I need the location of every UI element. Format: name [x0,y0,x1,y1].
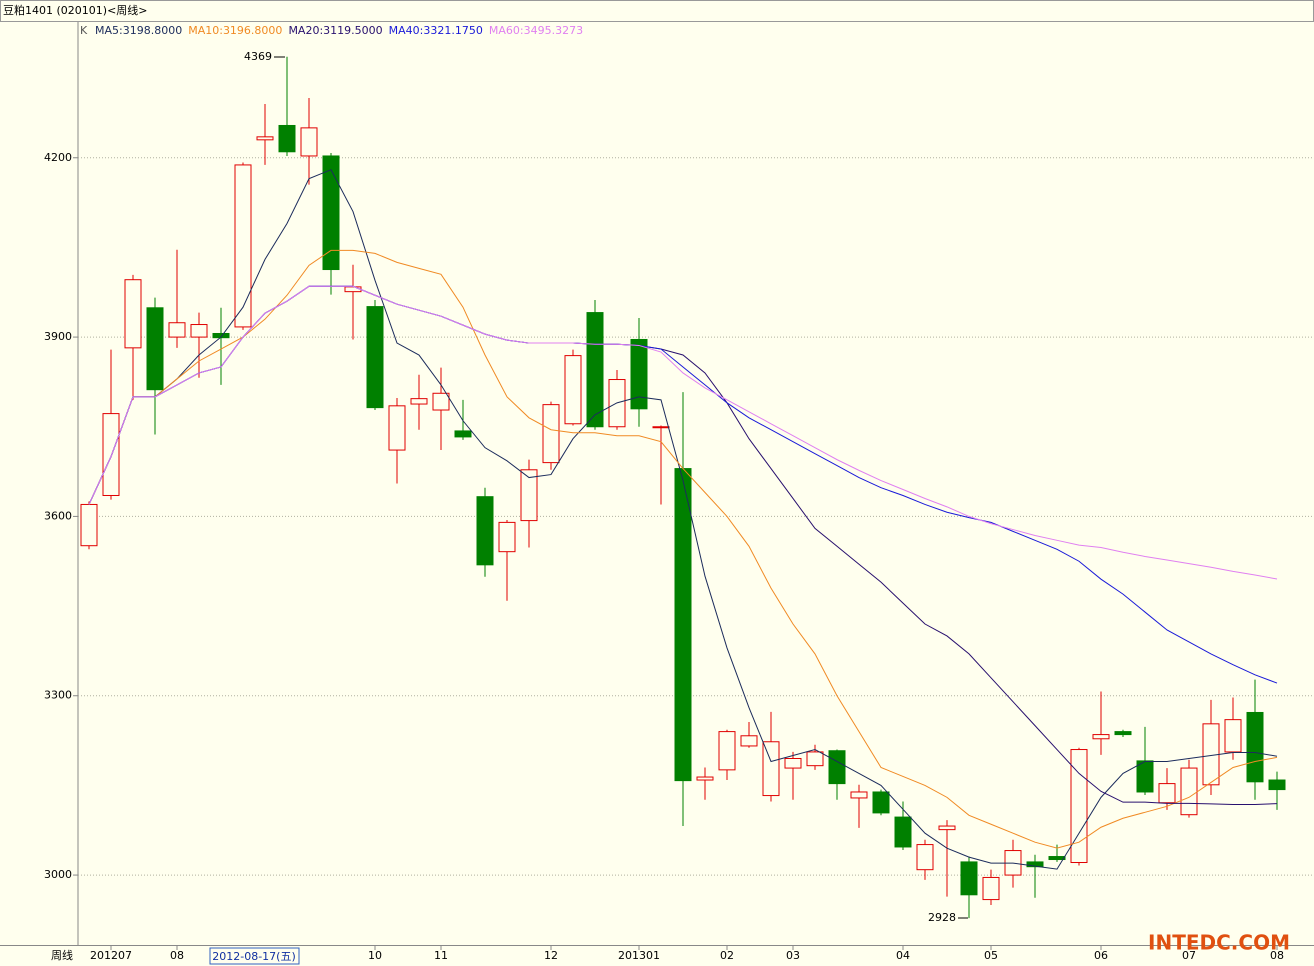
legend-entry: MA20:3119.5000 [288,24,382,37]
x-axis-label: 周线 [51,948,73,962]
legend-entry: MA10:3196.8000 [188,24,282,37]
x-tick-label: 10 [368,949,382,962]
x-tick-label: 04 [896,949,910,962]
candle-body [784,758,802,769]
x-tick-label: 201207 [90,949,132,962]
title-bar [0,0,1314,22]
high-annotation: 4369 [244,50,272,63]
candle-body [718,731,736,771]
candle-body [124,279,142,349]
candle-body [1048,856,1066,861]
x-tick-label: 02 [720,949,734,962]
cursor-box [209,947,300,965]
x-tick-label: 03 [786,949,800,962]
candle-body [1136,760,1154,793]
candle-body [696,776,714,781]
x-tick-label: 11 [434,949,448,962]
candle-body [146,307,164,391]
candle-body [344,286,362,293]
x-tick-label: 05 [984,949,998,962]
low-annotation: 2928 [928,911,956,924]
candle-body [1180,767,1198,816]
ma-line [88,249,1278,849]
legend-entry: MA5:3198.8000 [95,24,182,37]
candle-body [520,469,538,522]
candle-body [630,338,648,410]
x-tick-label: 07 [1182,949,1196,962]
candle-body [740,735,758,747]
x-tick-label: 08 [1270,949,1284,962]
ma-line [88,285,1278,580]
candle-body [190,324,208,338]
watermark: INTEDC.COM [1148,931,1290,955]
candle-body [476,496,494,566]
x-tick-label: 08 [170,949,184,962]
candle-body [1114,731,1132,736]
candle-body [872,791,890,814]
candle-body [234,164,252,328]
candle-body [1268,779,1286,791]
legend-entry: MA60:3495.3273 [489,24,583,37]
candle-body [80,503,98,547]
candle-body [256,136,274,141]
candle-body [1224,719,1242,753]
candle-body [916,844,934,871]
candle-body [1026,861,1044,868]
candle-body [432,392,450,411]
candle-body [102,413,120,496]
candle-body [762,741,780,797]
y-tick-label: 3900 [44,330,72,343]
legend-entry: MA40:3321.1750 [389,24,483,37]
x-tick-label: 201301 [618,949,660,962]
candle-body [828,750,846,785]
candle-body [366,306,384,409]
candle-body [498,521,516,553]
candle-body [1158,783,1176,804]
y-tick-label: 3300 [44,689,72,702]
candle-body [894,816,912,848]
window-title: 豆粕1401 (020101)<周线> [3,3,148,17]
candle-body [300,127,318,157]
candle-body [1070,749,1088,864]
candle-body [938,825,956,831]
candle-body [850,791,868,799]
candle-body [960,861,978,896]
candle-body [454,430,472,438]
candle-body [388,405,406,451]
candle-body [322,155,340,271]
candle-body [168,322,186,338]
candle-body [652,426,670,429]
y-tick-label: 3600 [44,509,72,522]
ma-line [88,169,1278,870]
candle-body [674,468,692,782]
y-tick-label: 3000 [44,868,72,881]
cursor-label: 2012-08-17(五) [212,950,296,963]
candle-body [806,751,824,767]
candle-body [1092,734,1110,740]
candle-body [982,876,1000,901]
candle-body [1246,711,1264,783]
candle-body [278,124,296,153]
legend-title: K [80,24,88,37]
candle-body [410,398,428,405]
x-tick-label: 06 [1094,949,1108,962]
candle-body [542,404,560,464]
x-tick-label: 12 [544,949,558,962]
y-tick-label: 4200 [44,151,72,164]
candle-body [564,355,582,425]
candle-body [586,312,604,428]
